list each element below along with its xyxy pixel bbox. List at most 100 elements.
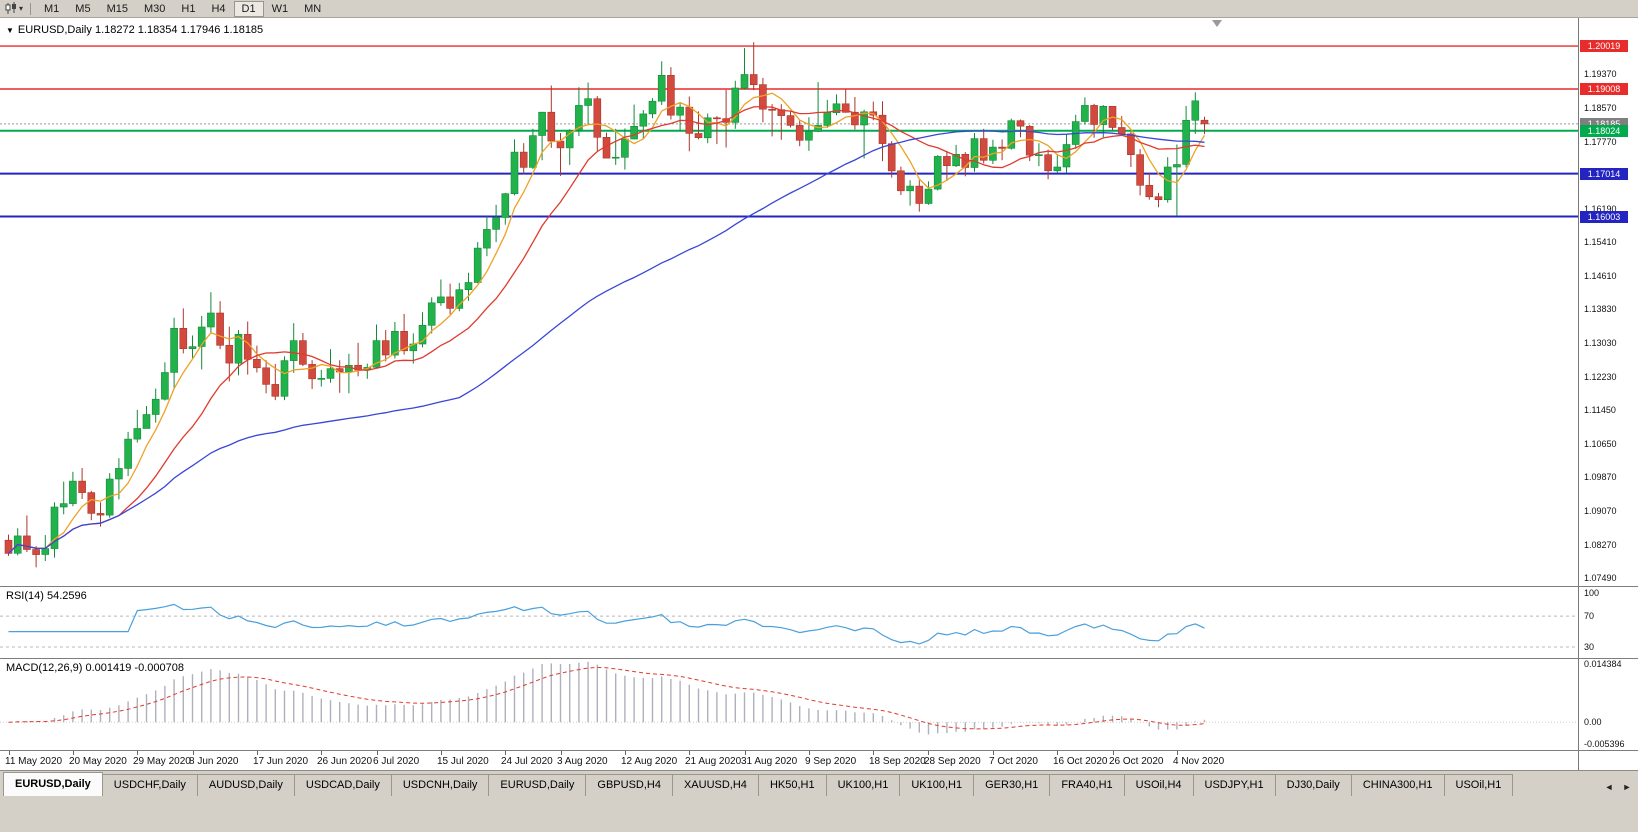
chart-tabs-bar: EURUSD,Daily USDCHF,Daily AUDUSD,Daily USDC…	[0, 770, 1638, 796]
chart-tab-xauusd-h4[interactable]: XAUUSD,H4	[671, 774, 759, 796]
timeframe-button-mn[interactable]: MN	[304, 2, 322, 15]
time-tick	[321, 751, 322, 755]
rsi-tick-label: 100	[1584, 588, 1600, 598]
timeframe-button-w1[interactable]: W1	[271, 2, 289, 15]
chart-tab-usdchf-daily[interactable]: USDCHF,Daily	[101, 774, 198, 796]
chart-region: ▼ EURUSD,Daily 1.18272 1.18354 1.17946 1.…	[0, 18, 1638, 770]
price-tick-label: 1.09070	[1584, 506, 1617, 516]
time-axis-label: 28 Sep 2020	[924, 756, 981, 767]
timeframe-button-m1[interactable]: M1	[44, 2, 60, 15]
time-axis-label: 6 Jul 2020	[373, 756, 420, 767]
time-axis-label: 26 Jun 2020	[317, 756, 373, 767]
tabs-scroll-right-button[interactable]: ►	[1622, 782, 1632, 792]
time-tick	[873, 751, 874, 755]
chart-tab-usdjpy-h1[interactable]: USDJPY,H1	[1192, 774, 1276, 796]
time-axis-label: 9 Sep 2020	[805, 756, 857, 767]
candlestick-chart[interactable]	[0, 18, 1578, 586]
one-click-trading-caret-icon[interactable]: ▼	[6, 26, 14, 35]
price-tick-label: 1.10650	[1584, 439, 1617, 449]
time-axis-label: 7 Oct 2020	[989, 756, 1038, 767]
price-tick-label: 1.08270	[1584, 540, 1617, 550]
time-tick	[1113, 751, 1114, 755]
chart-tab-ger30-h1[interactable]: GER30,H1	[973, 774, 1051, 796]
price-tick-label: 1.17770	[1584, 137, 1617, 147]
time-axis-label: 20 May 2020	[69, 756, 127, 767]
rsi-panel[interactable]: RSI(14) 54.2596 100 70 30	[0, 586, 1638, 658]
time-axis[interactable]: 11 May 2020 20 May 2020 29 May 2020 8 Jun 2…	[0, 750, 1638, 770]
chart-tab-china300-h1[interactable]: CHINA300,H1	[1350, 774, 1445, 796]
chart-tab-fra40-h1[interactable]: FRA40,H1	[1049, 774, 1125, 796]
time-tick	[505, 751, 506, 755]
timeframe-button-h1[interactable]: H1	[181, 2, 196, 15]
chart-tab-audusd-daily[interactable]: AUDUSD,Daily	[196, 774, 295, 796]
time-tick	[73, 751, 74, 755]
price-level-tag[interactable]: 1.17014	[1580, 168, 1628, 180]
price-chart-panel[interactable]: ▼ EURUSD,Daily 1.18272 1.18354 1.17946 1.…	[0, 18, 1638, 586]
timeframe-button-d1[interactable]: D1	[233, 0, 264, 17]
chart-tab-dj30-daily[interactable]: DJ30,Daily	[1274, 774, 1352, 796]
macd-panel[interactable]: MACD(12,26,9) 0.001419 -0.000708 0.01438…	[0, 658, 1638, 750]
chart-tab-usdcad-daily[interactable]: USDCAD,Daily	[293, 774, 392, 796]
time-axis-label: 24 Jul 2020	[501, 756, 553, 767]
macd-tick-label: 0.00	[1584, 717, 1602, 727]
macd-tick-label: 0.014384	[1584, 659, 1622, 669]
macd-plot[interactable]	[0, 659, 1578, 751]
rsi-tick-label: 70	[1584, 611, 1595, 621]
toolbar-separator	[30, 2, 32, 15]
chart-tab-uk100-h1[interactable]: UK100,H1	[899, 774, 975, 796]
rsi-plot[interactable]	[0, 587, 1578, 659]
price-axis[interactable]: 1.193701.185701.177701.169701.161901.154…	[1578, 18, 1638, 586]
rsi-axis: 100 70 30	[1578, 587, 1638, 658]
chart-tab-eurusd-daily[interactable]: EURUSD,Daily	[488, 774, 587, 796]
tabs-scroll-controls: ◄ ►	[1601, 782, 1635, 796]
price-tick-label: 1.11450	[1584, 405, 1616, 415]
time-tick	[137, 751, 138, 755]
candlestick-chart-icon[interactable]	[3, 2, 19, 16]
price-tick-label: 1.13030	[1584, 338, 1617, 348]
chart-tab-eurusd-daily[interactable]: EURUSD,Daily	[3, 772, 103, 796]
timeframe-button-m30[interactable]: M30	[143, 2, 166, 15]
timeframe-button-m5[interactable]: M5	[75, 2, 91, 15]
chart-tab-uk100-h1[interactable]: UK100,H1	[825, 774, 901, 796]
price-tick-label: 1.09870	[1584, 472, 1617, 482]
price-level-tag[interactable]: 1.20019	[1580, 40, 1628, 52]
time-tick	[689, 751, 690, 755]
time-tick	[9, 751, 10, 755]
timeframe-button-h4[interactable]: H4	[211, 2, 226, 15]
price-tick-label: 1.15410	[1584, 237, 1617, 247]
time-axis-label: 31 Aug 2020	[741, 756, 798, 767]
price-tick-label: 1.18570	[1584, 103, 1617, 113]
chart-type-dropdown-icon[interactable]: ▾	[19, 4, 24, 13]
time-tick	[1177, 751, 1178, 755]
tabs-scroll-left-button[interactable]: ◄	[1604, 782, 1614, 792]
price-tick-label: 1.16190	[1584, 204, 1617, 214]
time-axis-label: 16 Oct 2020	[1053, 756, 1108, 767]
chart-tab-usoil-h4[interactable]: USOil,H4	[1123, 774, 1194, 796]
time-axis-label: 18 Sep 2020	[869, 756, 926, 767]
chart-shift-marker-icon[interactable]	[1212, 20, 1222, 27]
chart-tab-gbpusd-h4[interactable]: GBPUSD,H4	[585, 774, 673, 796]
window-bottom	[0, 796, 1638, 832]
chart-tab-hk50-h1[interactable]: HK50,H1	[757, 774, 827, 796]
price-level-tag[interactable]: 1.19008	[1580, 83, 1628, 95]
time-tick	[928, 751, 929, 755]
time-tick	[377, 751, 378, 755]
time-tick	[193, 751, 194, 755]
price-level-tag[interactable]: 1.18024	[1580, 125, 1628, 137]
price-level-tag[interactable]: 1.16003	[1580, 211, 1628, 223]
time-axis-label: 11 May 2020	[5, 756, 63, 767]
rsi-indicator-label: RSI(14) 54.2596	[6, 590, 87, 602]
time-axis-label: 3 Aug 2020	[557, 756, 608, 767]
macd-tick-label: -0.005396	[1584, 739, 1625, 749]
price-tick-label: 1.12230	[1584, 372, 1617, 382]
time-tick	[257, 751, 258, 755]
price-tick-label: 1.13830	[1584, 304, 1617, 314]
chart-title: ▼ EURUSD,Daily 1.18272 1.18354 1.17946 1.…	[6, 24, 263, 36]
chart-tab-usdcnh-daily[interactable]: USDCNH,Daily	[390, 774, 490, 796]
time-axis-label: 12 Aug 2020	[621, 756, 678, 767]
time-tick	[441, 751, 442, 755]
time-axis-label: 17 Jun 2020	[253, 756, 309, 767]
timeframe-toolbar: ▾ M1 M5 M15 M30 H1 H4 D1 W1 MN	[0, 0, 1638, 18]
chart-tab-usoil-h1[interactable]: USOil,H1	[1443, 774, 1514, 796]
timeframe-button-m15[interactable]: M15	[106, 2, 128, 15]
